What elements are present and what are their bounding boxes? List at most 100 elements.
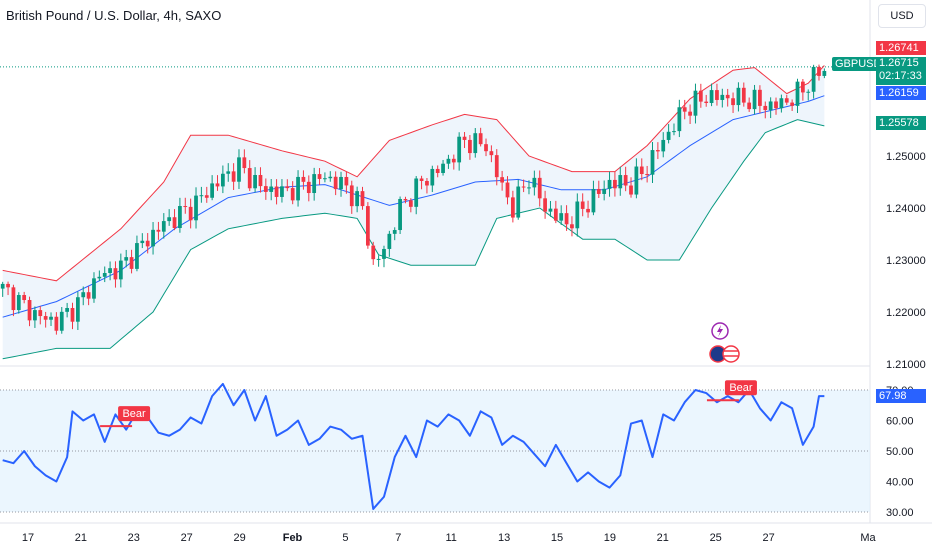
candle-body	[59, 311, 64, 331]
candle-body	[65, 308, 70, 312]
rsi-value-tag: 67.98	[876, 389, 926, 403]
date-tick-label: 11	[445, 532, 456, 544]
candle-body	[704, 101, 709, 103]
date-tick-label: 27	[181, 532, 193, 544]
candle-body	[194, 195, 198, 221]
candle-body	[355, 191, 360, 207]
candle-body	[113, 268, 118, 280]
candle-body	[6, 283, 10, 288]
candle-body	[365, 206, 370, 246]
candle-body	[591, 188, 596, 213]
candle-body	[183, 206, 188, 208]
date-tick-label: 13	[498, 532, 510, 544]
candle-body	[16, 295, 21, 311]
candle-body	[22, 295, 27, 301]
bear-label-bg	[118, 406, 151, 422]
candle-body	[129, 257, 134, 269]
candle-body	[226, 171, 231, 174]
candle-body	[263, 186, 268, 192]
candle-body	[339, 176, 343, 190]
bollinger-lower-line	[2, 119, 825, 360]
candle-body	[210, 183, 215, 198]
candle-body	[167, 217, 172, 222]
candle-body	[596, 188, 601, 194]
candle-body	[296, 176, 300, 201]
candle-body	[741, 87, 746, 103]
date-tick-label: 19	[604, 532, 616, 544]
date-tick-label: 7	[395, 532, 401, 544]
candle-body	[559, 213, 564, 221]
candle-body	[752, 89, 757, 110]
candle-body	[49, 316, 53, 320]
candle-body	[564, 213, 569, 225]
candle-body	[645, 174, 650, 176]
upper-band-tag: 1.26741	[876, 41, 926, 55]
candle-body	[382, 248, 386, 259]
candle-body	[75, 297, 80, 322]
candle-body	[258, 174, 263, 187]
candle-body	[102, 273, 107, 277]
candle-body	[655, 150, 660, 152]
candle-body	[634, 166, 639, 195]
candle-body	[484, 144, 488, 152]
candle-body	[806, 91, 811, 93]
bollinger-upper-line	[2, 65, 825, 282]
candle-body	[548, 208, 553, 212]
candle-body	[473, 133, 478, 154]
currency-button[interactable]: USD	[878, 4, 926, 28]
candle-body	[231, 171, 236, 182]
candle-body	[768, 101, 773, 111]
candle-body	[360, 191, 365, 207]
candle-body	[618, 175, 623, 189]
candle-body	[779, 98, 784, 109]
candle-body	[677, 107, 682, 132]
candle-body	[639, 166, 644, 175]
candle-body	[800, 81, 805, 93]
candles	[0, 64, 827, 335]
candle-body	[70, 308, 75, 322]
candle-body	[817, 66, 821, 76]
candle-body	[237, 157, 241, 182]
candle-body	[629, 185, 633, 195]
candle-body	[747, 102, 752, 110]
candle-body	[494, 155, 499, 178]
candle-body	[688, 111, 692, 116]
candle-body	[27, 300, 32, 321]
date-tick-label: 21	[657, 532, 669, 544]
date-tick-label: 29	[233, 532, 245, 544]
candle-body	[178, 206, 182, 229]
candle-body	[462, 136, 467, 140]
date-tick-label: 21	[75, 532, 87, 544]
candle-body	[457, 136, 462, 163]
countdown: 02:17:33	[879, 70, 922, 82]
candle-body	[43, 316, 48, 320]
candle-body	[666, 131, 671, 140]
candle-body	[312, 174, 317, 194]
candle-body	[537, 177, 542, 199]
price-tick-label: 1.22000	[886, 307, 926, 319]
candle-body	[532, 177, 537, 188]
candle-body	[317, 174, 322, 179]
candle-body	[419, 178, 424, 181]
candle-body	[285, 186, 290, 189]
candle-body	[81, 292, 86, 298]
candle-body	[430, 168, 435, 186]
candle-body	[290, 188, 295, 201]
candle-body	[118, 260, 123, 280]
candle-body	[602, 188, 607, 194]
candle-body	[811, 66, 816, 92]
lower-band-tag: 1.25578	[876, 116, 926, 130]
candle-body	[274, 186, 279, 197]
candle-body	[586, 208, 590, 213]
candle-body	[145, 240, 150, 247]
candle-body	[349, 185, 354, 207]
price-tick-label: 1.23000	[886, 255, 926, 267]
candle-body	[344, 176, 349, 186]
candle-body	[306, 181, 311, 194]
candle-body	[693, 90, 698, 116]
date-tick-label: 5	[342, 532, 348, 544]
candle-body	[199, 195, 204, 197]
candle-body	[441, 163, 445, 174]
last-price: 1.26715	[879, 57, 919, 69]
